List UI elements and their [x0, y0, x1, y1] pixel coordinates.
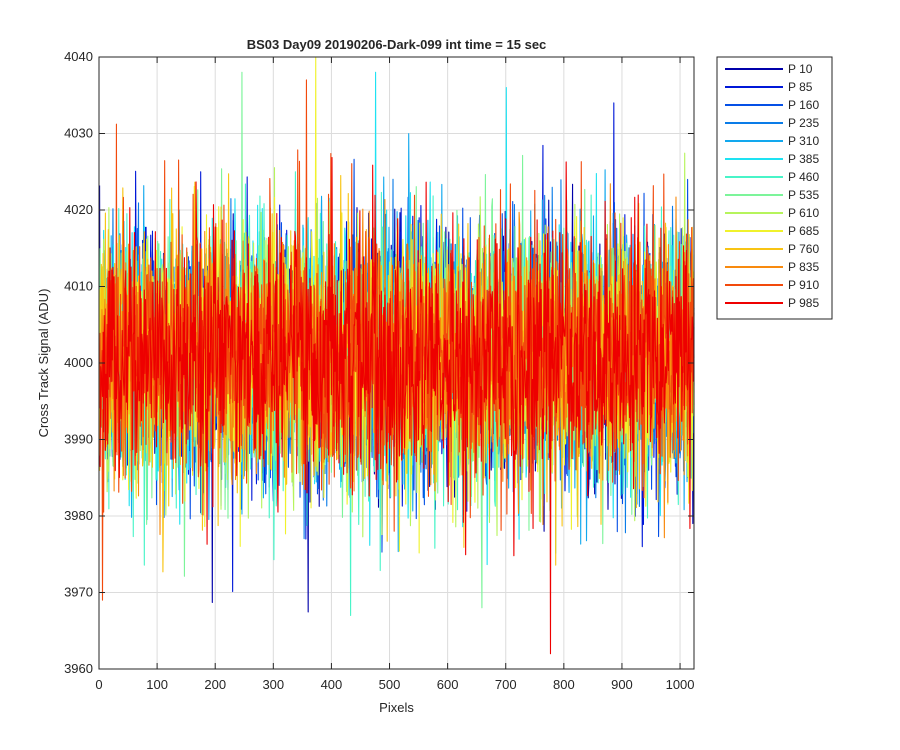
legend-entry: P 610	[788, 206, 819, 220]
x-tick-label: 400	[321, 677, 343, 692]
y-tick-label: 4000	[64, 355, 93, 370]
x-tick-label: 100	[146, 677, 168, 692]
legend-entry: P 985	[788, 296, 819, 310]
x-tick-label: 600	[437, 677, 459, 692]
y-tick-label: 4020	[64, 202, 93, 217]
legend-entry: P 535	[788, 188, 819, 202]
legend-entry: P 310	[788, 134, 819, 148]
series-lines	[99, 56, 695, 655]
legend-entry: P 460	[788, 170, 819, 184]
legend-entry: P 385	[788, 152, 819, 166]
x-tick-label: 800	[553, 677, 575, 692]
x-tick-label: 500	[379, 677, 401, 692]
y-tick-label: 3990	[64, 432, 93, 447]
legend-entry: P 160	[788, 98, 819, 112]
ticks: 0 100 200 300 400 500 600 700 800 900 1000 3960 3970…	[64, 49, 694, 692]
y-axis-label: Cross Track Signal (ADU)	[36, 289, 51, 438]
y-tick-label: 4040	[64, 49, 93, 64]
x-tick-label: 300	[262, 677, 284, 692]
y-tick-label: 4030	[64, 126, 93, 141]
legend-entry: P 85	[788, 80, 813, 94]
legend: P 10 P 85 P 160 P 235 P 310 P 385 P 460 P 535 P …	[716, 56, 833, 320]
x-tick-label: 900	[611, 677, 633, 692]
x-tick-label: 1000	[666, 677, 695, 692]
legend-entry: P 685	[788, 224, 819, 238]
series-line-p985	[99, 156, 695, 655]
legend-entry: P 910	[788, 278, 819, 292]
legend-entry: P 235	[788, 116, 819, 130]
legend-entry: P 10	[788, 62, 813, 76]
legend-entry: P 760	[788, 242, 819, 256]
y-tick-label: 4010	[64, 279, 93, 294]
y-tick-label: 3970	[64, 585, 93, 600]
legend-entry: P 835	[788, 260, 819, 274]
chart-title: BS03 Day09 20190206-Dark-099 int time = …	[247, 37, 547, 52]
x-tick-label: 0	[95, 677, 102, 692]
y-tick-label: 3980	[64, 508, 93, 523]
y-tick-label: 3960	[64, 661, 93, 676]
x-tick-label: 200	[204, 677, 226, 692]
x-axis-label: Pixels	[379, 700, 414, 715]
x-tick-label: 700	[495, 677, 517, 692]
legend-box	[716, 56, 833, 320]
